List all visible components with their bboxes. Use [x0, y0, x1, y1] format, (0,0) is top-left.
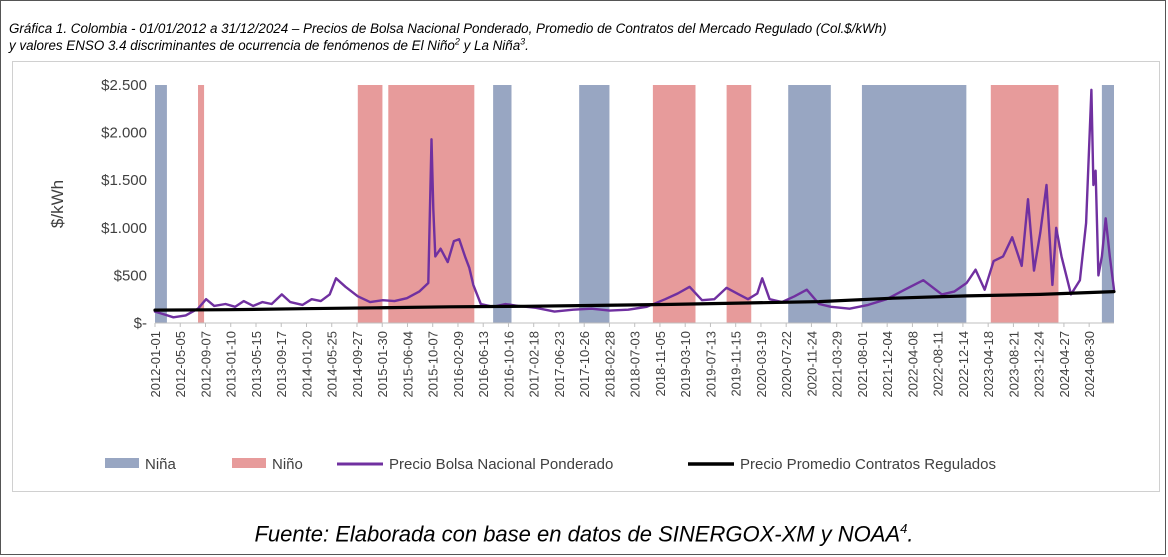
y-tick-label: $2.000	[101, 125, 147, 142]
title-line-2-end: .	[525, 38, 529, 53]
y-axis-label: $/kWh	[48, 180, 67, 228]
x-tick-label: 2023-08-21	[1006, 331, 1021, 398]
title-line-2-text: y valores ENSO 3.4 discriminantes de ocu…	[9, 38, 455, 53]
x-tick-label: 2020-07-22	[779, 331, 794, 398]
x-tick-label: 2013-05-15	[249, 331, 264, 398]
x-tick-label: 2021-12-04	[880, 331, 895, 398]
footnote-ref-3: 3	[520, 36, 526, 47]
title-line-2-nina: y La Niña	[459, 38, 521, 53]
x-tick-label: 2016-06-13	[476, 331, 491, 398]
x-tick-label: 2021-03-29	[830, 331, 845, 398]
enso-bands	[155, 85, 1114, 323]
x-tick-label: 2013-01-10	[224, 331, 239, 398]
x-tick-label: 2022-04-08	[905, 331, 920, 398]
legend-item-nina: Niña	[105, 456, 177, 473]
nino-band	[198, 85, 205, 323]
x-tick-label: 2020-03-19	[754, 331, 769, 398]
x-tick-label: 2024-04-27	[1057, 331, 1072, 398]
nino-band	[652, 85, 696, 323]
nina-band	[493, 85, 512, 323]
x-tick-label: 2022-12-14	[956, 331, 971, 398]
x-tick-label: 2016-02-09	[451, 331, 466, 398]
x-axis: 2012-01-01 2012-05-05 2012-09-07 2013-01-10…	[148, 323, 1097, 398]
footnote-ref-4: 4	[900, 521, 908, 536]
legend: Niña Niño Precio Bolsa Nacional Ponderado P…	[105, 456, 996, 473]
source-caption: Fuente: Elaborada con base en datos de S…	[0, 521, 1168, 547]
x-tick-label: 2017-10-26	[577, 331, 592, 398]
x-tick-label: 2018-07-03	[628, 331, 643, 398]
source-caption-end: .	[907, 521, 914, 547]
series-line-bolsa	[153, 88, 1116, 319]
y-tick-label: $-	[134, 315, 147, 332]
chart-svg: $- $500 $1.000 $1.500 $2.000 $2.500 $/kWh 2012-…	[48, 77, 1116, 473]
legend-label-bolsa: Precio Bolsa Nacional Ponderado	[389, 456, 613, 473]
x-tick-label: 2014-09-27	[350, 331, 365, 398]
legend-swatch-nina	[105, 458, 139, 468]
nino-band	[388, 85, 475, 323]
x-tick-label: 2023-04-18	[981, 331, 996, 398]
nino-band	[357, 85, 383, 323]
y-tick-label: $2.500	[101, 77, 147, 94]
x-tick-label: 2014-05-25	[325, 331, 340, 398]
x-tick-label: 2020-11-24	[804, 331, 819, 397]
x-tick-label: 2017-06-23	[552, 331, 567, 398]
y-tick-label: $500	[114, 267, 147, 284]
footnote-ref-2: 2	[454, 36, 460, 47]
y-tick-label: $1.500	[101, 172, 147, 189]
x-tick-label: 2021-08-01	[855, 331, 870, 398]
x-tick-label: 2023-12-24	[1032, 331, 1047, 398]
x-tick-label: 2022-08-11	[931, 331, 946, 397]
legend-item-nino: Niño	[232, 456, 303, 473]
source-caption-text: Fuente: Elaborada con base en datos de S…	[254, 521, 901, 547]
x-tick-label: 2012-09-07	[198, 331, 213, 398]
legend-label-nina: Niña	[145, 456, 177, 473]
x-tick-label: 2019-07-13	[703, 331, 718, 398]
x-tick-label: 2024-08-30	[1082, 331, 1097, 398]
legend-item-bolsa: Precio Bolsa Nacional Ponderado	[337, 456, 613, 473]
series-line-contratos	[153, 290, 1116, 312]
nina-band	[1101, 85, 1114, 323]
x-tick-label: 2012-01-01	[148, 331, 163, 398]
legend-label-nino: Niño	[272, 456, 303, 473]
nina-band	[788, 85, 831, 323]
x-tick-label: 2014-01-20	[299, 331, 314, 398]
x-tick-label: 2019-11-15	[729, 331, 744, 397]
x-tick-label: 2012-05-05	[173, 331, 188, 398]
x-tick-label: 2015-10-07	[426, 331, 441, 398]
legend-swatch-nino	[232, 458, 266, 468]
title-line-1: Gráfica 1. Colombia - 01/01/2012 a 31/12…	[9, 21, 887, 36]
legend-item-contratos: Precio Promedio Contratos Regulados	[688, 456, 996, 473]
nina-band	[579, 85, 610, 323]
x-tick-label: 2015-06-04	[400, 331, 415, 398]
chart-area: $- $500 $1.000 $1.500 $2.000 $2.500 $/kWh 2012-…	[12, 61, 1160, 492]
y-axis: $- $500 $1.000 $1.500 $2.000 $2.500 $/kWh	[48, 77, 147, 332]
nina-band	[861, 85, 967, 323]
x-tick-label: 2018-02-28	[602, 331, 617, 398]
figure-title: Gráfica 1. Colombia - 01/01/2012 a 31/12…	[9, 20, 1164, 54]
x-tick-label: 2013-09-17	[274, 331, 289, 398]
x-tick-label: 2018-11-05	[653, 331, 668, 397]
legend-label-contratos: Precio Promedio Contratos Regulados	[740, 456, 996, 473]
x-tick-label: 2019-03-10	[678, 331, 693, 398]
x-tick-label: 2016-10-16	[501, 331, 516, 398]
y-tick-label: $1.000	[101, 220, 147, 237]
nino-band	[726, 85, 752, 323]
x-tick-label: 2017-02-18	[527, 331, 542, 398]
title-line-2: y valores ENSO 3.4 discriminantes de ocu…	[9, 37, 1164, 54]
nina-band	[155, 85, 167, 323]
x-tick-label: 2015-01-30	[375, 331, 390, 398]
